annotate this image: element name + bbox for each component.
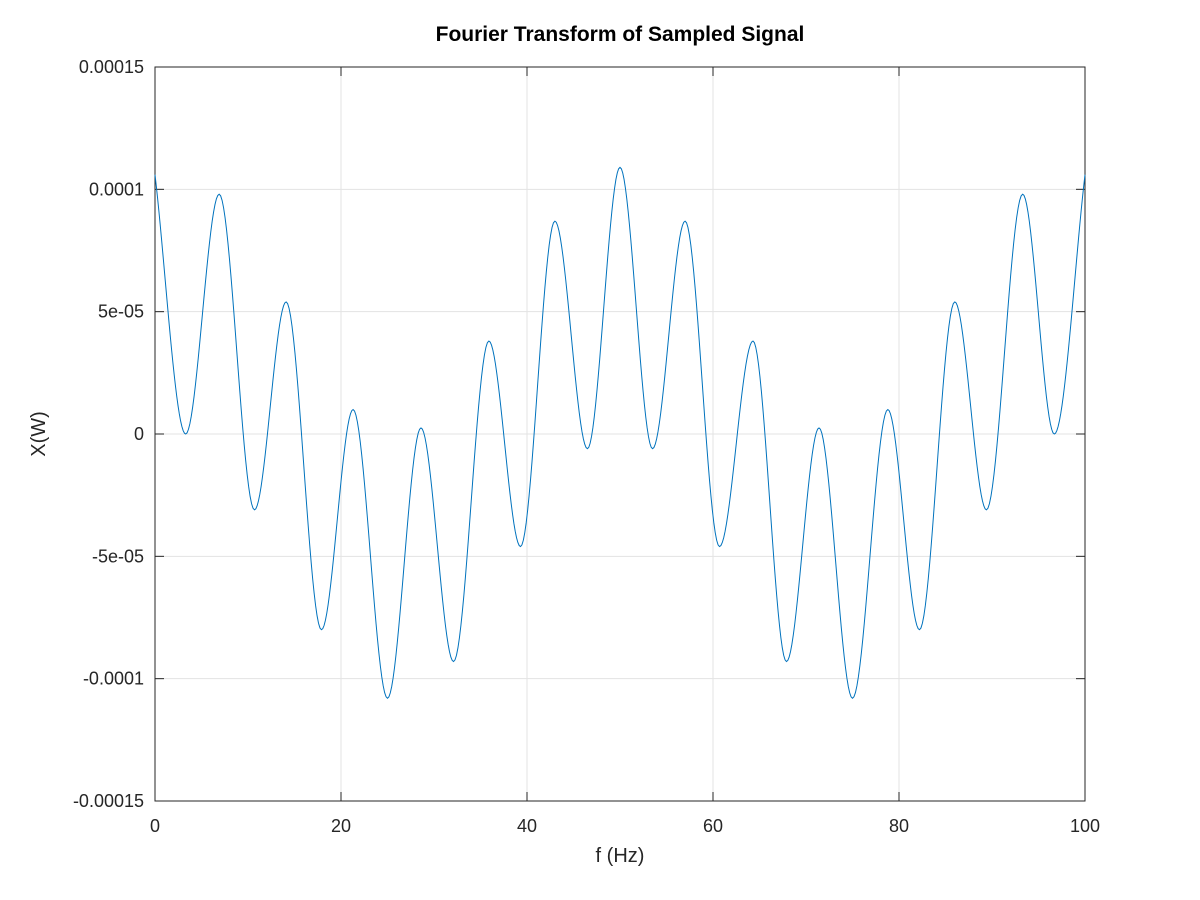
x-tick-label: 60 — [703, 816, 723, 836]
x-tick-label: 100 — [1070, 816, 1100, 836]
series-layer — [154, 166, 1086, 699]
x-tick-label: 40 — [517, 816, 537, 836]
chart-title: Fourier Transform of Sampled Signal — [436, 23, 805, 46]
tick-labels: 0 20 40 60 80 100 -0.00015 -0.0001 -5e-05 0 5e-05 0… — [73, 57, 1100, 836]
y-tick-label: 5e-05 — [98, 302, 144, 322]
y-tick-label: 0.0001 — [89, 179, 144, 199]
y-tick-label: 0 — [134, 424, 144, 444]
x-tick-label: 0 — [150, 816, 160, 836]
y-tick-label: 0.00015 — [79, 57, 144, 77]
x-tick-label: 20 — [331, 816, 351, 836]
series-line — [154, 166, 1086, 699]
y-tick-label: -5e-05 — [92, 546, 144, 566]
y-tick-label: -0.0001 — [83, 669, 144, 689]
y-axis-label: X(W) — [28, 411, 50, 457]
ticks — [154, 66, 1086, 802]
x-axis-label: f (Hz) — [596, 845, 645, 867]
x-tick-label: 80 — [889, 816, 909, 836]
y-tick-label: -0.00015 — [73, 791, 144, 811]
